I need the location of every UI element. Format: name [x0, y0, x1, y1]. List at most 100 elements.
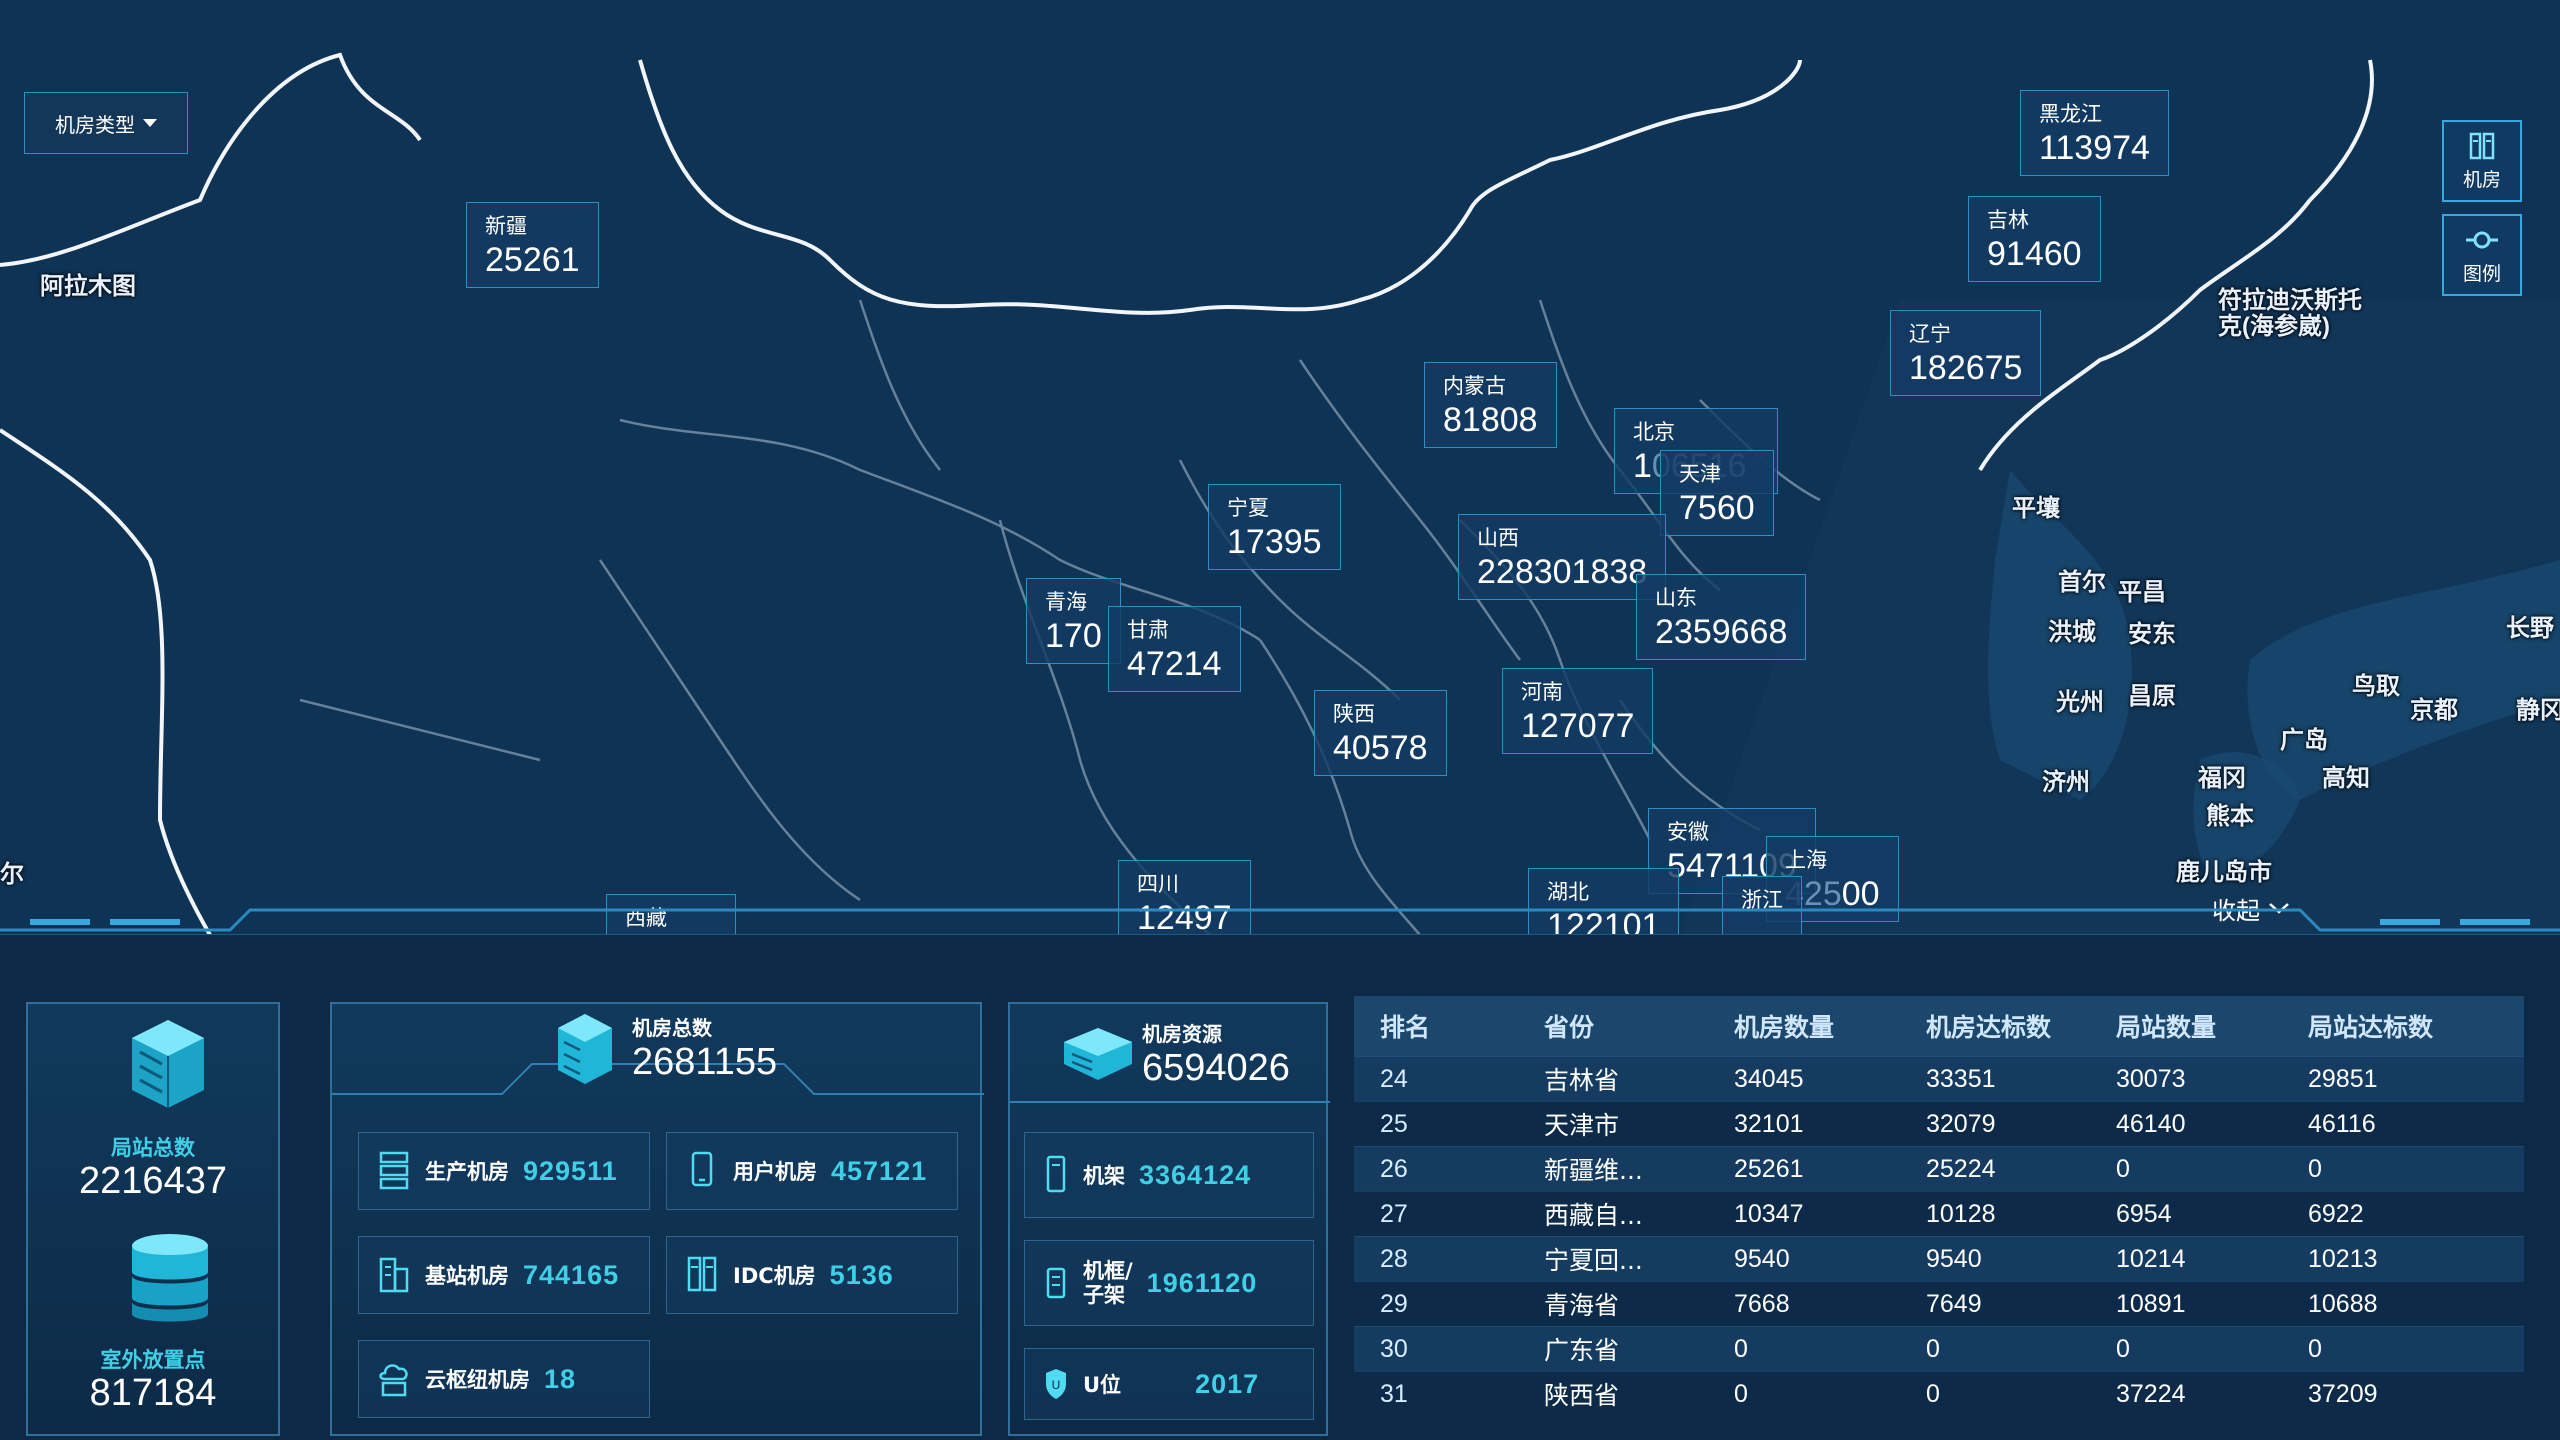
room-count-cell: 0: [1734, 1334, 1748, 1363]
column-header[interactable]: 机房达标数: [1926, 1013, 2052, 1042]
place-label: 首尔: [2058, 569, 2106, 596]
station-count-cell: 0: [2116, 1154, 2130, 1183]
legend-button[interactable]: 图例: [2442, 214, 2522, 296]
room-type-label: 云枢纽机房: [425, 1368, 530, 1392]
outdoor-label: 室外放置点: [100, 1348, 206, 1372]
legend-label: 图例: [2462, 262, 2501, 285]
table-row[interactable]: 30 广东省 0 0 0 0: [1354, 1326, 2524, 1371]
room-type-production[interactable]: 生产机房 929511: [358, 1132, 650, 1210]
province-box-shaanxi[interactable]: 陕西 40578: [1314, 690, 1447, 776]
province-cell: 吉林省: [1544, 1066, 1620, 1095]
rank-cell: 24: [1380, 1064, 1408, 1093]
room-type-value: 929511: [523, 1155, 618, 1186]
table-row[interactable]: 24 吉林省 34045 33351 30073 29851: [1354, 1056, 2524, 1101]
province-cell: 西藏自...: [1544, 1201, 1643, 1230]
resource-header: 机房资源 6594026: [1142, 1018, 1290, 1089]
province-box-liaoning[interactable]: 辽宁 182675: [1890, 310, 2042, 396]
map-canvas: [0, 52, 2560, 935]
room-count-cell: 10347: [1734, 1199, 1804, 1228]
room-count-cell: 25261: [1734, 1154, 1804, 1183]
resource-frame[interactable]: 机框/子架 1961120: [1024, 1240, 1314, 1326]
room-total-value: 2681155: [632, 1041, 778, 1083]
station-count-cell: 46140: [2116, 1109, 2186, 1138]
room-type-base-station[interactable]: 基站机房 744165: [358, 1236, 650, 1314]
place-label: 平昌: [2118, 579, 2166, 606]
svg-text:U: U: [1052, 1378, 1061, 1392]
province-box-shandong[interactable]: 山东 2359668: [1636, 574, 1807, 660]
map-view[interactable]: 阿拉木图 符拉迪沃斯托克(海参崴) 平壤 首尔 平昌 洪城 安东 光州 昌原 济…: [0, 0, 2560, 935]
server-rack-icon: [2469, 132, 2495, 159]
column-header[interactable]: 省份: [1544, 1013, 1595, 1042]
province-box-neimenggu[interactable]: 内蒙古 81808: [1424, 362, 1557, 448]
place-label: 福冈: [2198, 765, 2246, 792]
station-count-cell: 10214: [2116, 1244, 2186, 1273]
rank-cell: 28: [1380, 1244, 1408, 1273]
station-total-value: 2216437: [79, 1160, 227, 1202]
panel-divider: [0, 908, 2560, 936]
province-box-shanxi[interactable]: 山西 228301838: [1458, 514, 1667, 600]
room-qualified-cell: 10128: [1926, 1199, 1996, 1228]
table-row[interactable]: 27 西藏自... 10347 10128 6954 6922: [1354, 1191, 2524, 1236]
table-row[interactable]: 29 青海省 7668 7649 10891 10688: [1354, 1281, 2524, 1326]
place-label: 静冈: [2516, 697, 2560, 724]
table-header-row: 排名 省份 机房数量 机房达标数 局站数量 局站达标数: [1354, 996, 2524, 1056]
column-header[interactable]: 排名: [1380, 1013, 1431, 1042]
column-header[interactable]: 机房数量: [1734, 1013, 1835, 1042]
room-count-cell: 0: [1734, 1379, 1748, 1408]
outdoor-value: 817184: [89, 1372, 217, 1414]
province-box-heilongjiang[interactable]: 黑龙江 113974: [2020, 90, 2169, 176]
rank-cell: 25: [1380, 1109, 1408, 1138]
province-box-qinghai[interactable]: 青海 170: [1026, 578, 1121, 664]
province-box-gansu[interactable]: 甘肃 47214: [1108, 606, 1241, 692]
place-label: 尔: [0, 861, 24, 888]
resource-value: 6594026: [1142, 1047, 1290, 1089]
room-count-cell: 7668: [1734, 1289, 1790, 1318]
room-type-idc[interactable]: IDC机房 5136: [666, 1236, 958, 1314]
room-total-label: 机房总数: [632, 1016, 712, 1040]
resource-item-value: 1961120: [1146, 1267, 1258, 1298]
room-layer-label: 机房: [2462, 168, 2501, 191]
column-header[interactable]: 局站达标数: [2308, 1013, 2434, 1042]
server-cabinet-icon: [687, 1256, 717, 1292]
room-layer-button[interactable]: 机房: [2442, 120, 2522, 202]
table-row[interactable]: 26 新疆维... 25261 25224 0 0: [1354, 1146, 2524, 1191]
server-cube-icon: [558, 1014, 612, 1084]
place-label: 阿拉木图: [40, 273, 136, 300]
room-type-value: 457121: [831, 1155, 928, 1186]
room-count-cell: 9540: [1734, 1244, 1790, 1273]
table-row[interactable]: 31 陕西省 0 0 37224 37209: [1354, 1371, 2524, 1416]
place-label: 高知: [2322, 765, 2370, 792]
room-type-dropdown[interactable]: 机房类型: [24, 92, 188, 154]
resource-rack[interactable]: 机架 3364124: [1024, 1132, 1314, 1218]
room-type-value: 18: [544, 1363, 577, 1394]
resource-item-label: U位: [1083, 1373, 1122, 1397]
province-box-tianjin[interactable]: 天津 7560: [1660, 450, 1774, 536]
phone-icon: [691, 1151, 713, 1187]
card-header-frame: [1010, 1101, 1330, 1103]
table-row[interactable]: 28 宁夏回... 9540 9540 10214 10213: [1354, 1236, 2524, 1281]
province-box-xinjiang[interactable]: 新疆 25261: [466, 202, 599, 288]
station-count-cell: 30073: [2116, 1064, 2186, 1093]
rank-cell: 29: [1380, 1289, 1408, 1318]
room-type-user[interactable]: 用户机房 457121: [666, 1132, 958, 1210]
place-label: 光州: [2056, 689, 2104, 716]
room-type-value: 744165: [523, 1259, 620, 1290]
room-type-dropdown-label: 机房类型: [55, 112, 135, 137]
resource-u-slot[interactable]: U U位 2017: [1024, 1348, 1314, 1420]
room-total-card: 机房总数 2681155 生产机房 929511 用户机房 457121 基站机…: [330, 1002, 984, 1436]
server-stack-icon: [379, 1151, 409, 1190]
province-box-ningxia[interactable]: 宁夏 17395: [1208, 484, 1341, 570]
column-header[interactable]: 局站数量: [2116, 1013, 2217, 1042]
room-type-label: IDC机房: [733, 1264, 816, 1288]
room-resource-card: 机房资源 6594026 机架 3364124 机框/子架 1961120 U …: [1008, 1002, 1330, 1436]
province-box-zhejiang[interactable]: 浙江: [1722, 876, 1802, 935]
province-box-jilin[interactable]: 吉林 91460: [1968, 196, 2101, 282]
building-icon: [379, 1257, 409, 1293]
station-qualified-cell: 0: [2308, 1154, 2322, 1183]
room-type-cloud-hub[interactable]: 云枢纽机房 18: [358, 1340, 650, 1418]
province-box-henan[interactable]: 河南 127077: [1502, 668, 1654, 754]
resource-item-value: 3364124: [1139, 1159, 1252, 1190]
place-label: 济州: [2042, 769, 2090, 796]
province-cell: 青海省: [1544, 1291, 1620, 1320]
table-row[interactable]: 25 天津市 32101 32079 46140 46116: [1354, 1101, 2524, 1146]
